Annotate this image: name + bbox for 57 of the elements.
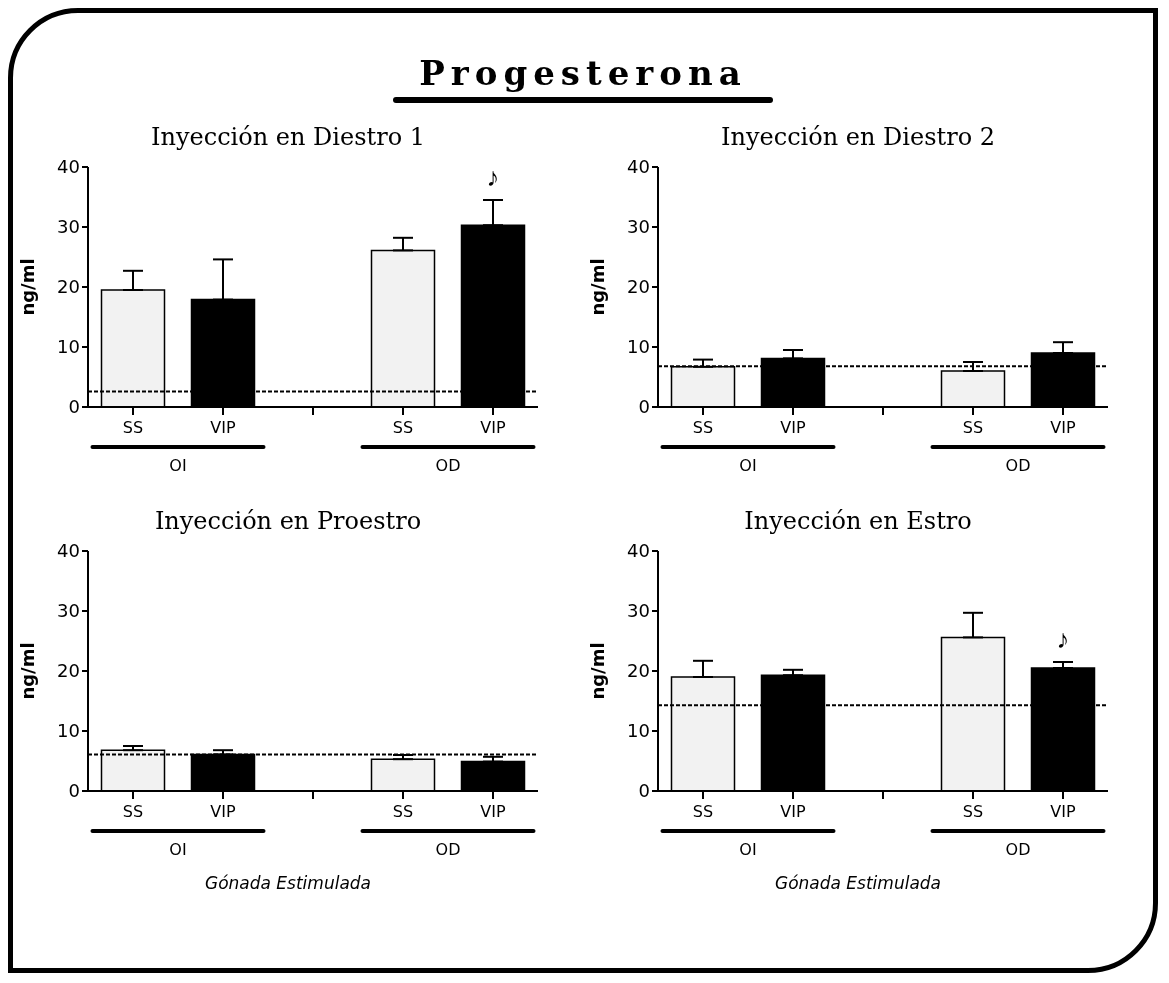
text: OD (1005, 840, 1031, 859)
x-tick-label: SS (122, 418, 144, 437)
y-axis-title: ng/ml (587, 258, 609, 316)
y-tick-label: 40 (57, 540, 80, 562)
y-tick-label: 20 (627, 276, 650, 298)
x-tick-label: VIP (1050, 802, 1077, 821)
chart-title: Inyección en Diestro 2 (721, 123, 995, 151)
text: OD (1005, 456, 1031, 475)
y-axis-title: ng/ml (17, 258, 39, 316)
text: OI (169, 456, 187, 475)
y-tick-label: 40 (627, 540, 650, 562)
y-tick-label: 30 (57, 216, 80, 238)
y-tick-label: 30 (627, 216, 650, 238)
x-tick-label: SS (962, 418, 984, 437)
y-tick-label: 10 (57, 336, 80, 358)
y-axis-title: ng/ml (587, 642, 609, 700)
x-tick-label: SS (962, 802, 984, 821)
x-tick-label: SS (392, 418, 414, 437)
y-tick-label: 0 (638, 396, 650, 418)
x-tick-label: VIP (1050, 418, 1077, 437)
x-tick-label: SS (122, 802, 144, 821)
y-tick-label: 40 (627, 156, 650, 178)
x-tick-label: VIP (480, 802, 507, 821)
text: OD (435, 456, 461, 475)
x-axis-title: Gónada Estimulada (774, 873, 942, 893)
text: OI (739, 456, 757, 475)
x-tick-label: VIP (780, 418, 807, 437)
y-tick-label: 10 (57, 720, 80, 742)
y-tick-label: 20 (57, 660, 80, 682)
chart-title: Inyección en Estro (744, 507, 972, 535)
y-tick-label: 20 (627, 660, 650, 682)
y-tick-label: 10 (627, 336, 650, 358)
y-tick-label: 30 (57, 600, 80, 622)
y-tick-label: 10 (627, 720, 650, 742)
text: OD (435, 840, 461, 859)
x-tick-label: SS (392, 802, 414, 821)
chart-title: Progesterona (418, 53, 748, 93)
text: OI (169, 840, 187, 859)
x-axis-title: Gónada Estimulada (204, 873, 372, 893)
y-tick-label: 40 (57, 156, 80, 178)
y-tick-label: 0 (68, 396, 80, 418)
y-tick-label: 30 (627, 600, 650, 622)
x-tick-label: VIP (210, 418, 237, 437)
y-tick-label: 0 (638, 780, 650, 802)
x-tick-label: VIP (780, 802, 807, 821)
y-tick-label: 20 (57, 276, 80, 298)
text: OI (739, 840, 757, 859)
x-tick-label: VIP (210, 802, 237, 821)
x-tick-label: SS (692, 418, 714, 437)
chart-title: Inyección en Proestro (154, 507, 422, 535)
annotation: ♪ (486, 163, 500, 192)
x-tick-label: VIP (480, 418, 507, 437)
y-tick-label: 0 (68, 780, 80, 802)
chart-subtitle: Inyección en Diestro 1 (151, 123, 425, 151)
annotation: ♪ (1056, 625, 1070, 654)
x-tick-label: SS (692, 802, 714, 821)
y-axis-title: ng/ml (17, 642, 39, 700)
